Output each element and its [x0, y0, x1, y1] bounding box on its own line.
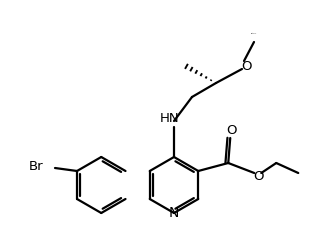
Text: N: N [169, 206, 179, 220]
Text: O: O [226, 123, 237, 137]
Text: HN: HN [160, 112, 180, 125]
Text: Br: Br [28, 161, 43, 173]
Text: O: O [241, 59, 251, 73]
Text: methoxy: methoxy [251, 32, 257, 34]
Text: O: O [253, 170, 263, 182]
